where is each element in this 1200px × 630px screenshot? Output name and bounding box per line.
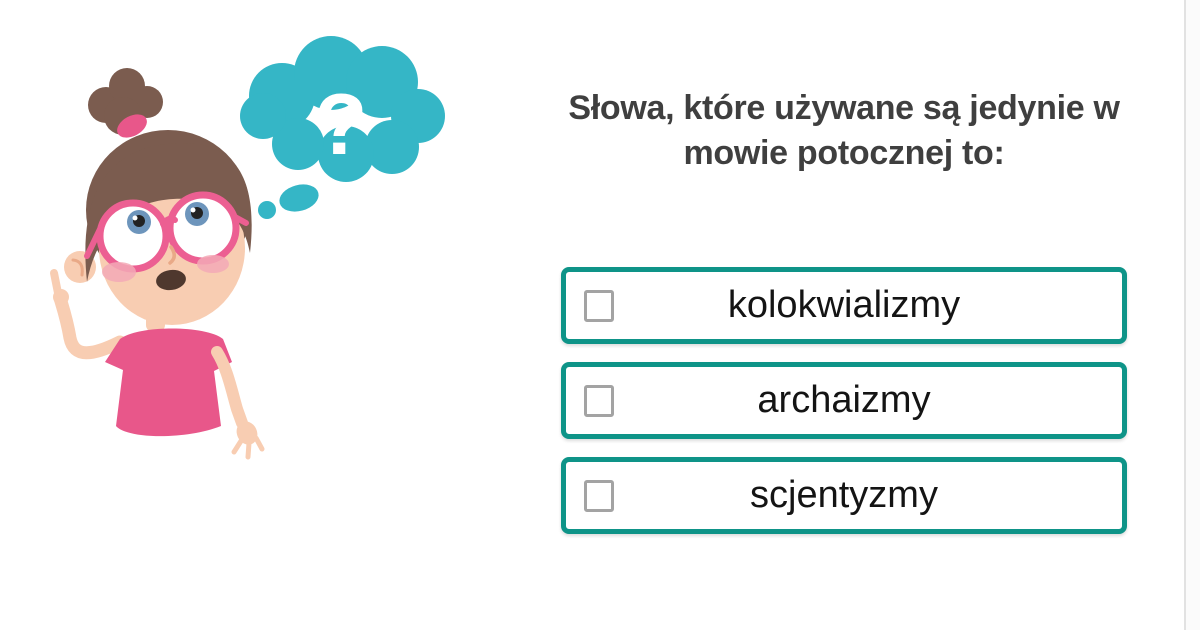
answer-label: archaizmy bbox=[757, 379, 931, 421]
question-text: Słowa, które używane są jedynie w mowie … bbox=[568, 89, 1120, 172]
answer-label: kolokwializmy bbox=[727, 284, 961, 326]
answer-option-archaizmy[interactable]: archaizmy bbox=[561, 362, 1127, 439]
eyes bbox=[102, 197, 234, 267]
lowered-hand bbox=[211, 346, 265, 460]
girl-character bbox=[50, 68, 265, 460]
scrunchie bbox=[117, 114, 147, 138]
shirt bbox=[105, 328, 232, 437]
answer-list: kolokwializmy archaizmy scjentyzmy bbox=[561, 267, 1127, 534]
answer-checkbox[interactable] bbox=[584, 479, 614, 512]
mouth bbox=[156, 269, 186, 291]
answer-checkbox[interactable] bbox=[584, 384, 614, 417]
question-mark-icon: ? bbox=[315, 77, 368, 173]
answer-checkbox[interactable] bbox=[584, 289, 614, 322]
answer-label: scjentyzmy bbox=[750, 474, 938, 516]
answer-option-scjentyzmy[interactable]: scjentyzmy bbox=[561, 457, 1127, 534]
nose bbox=[168, 245, 176, 265]
pointing-hand bbox=[50, 269, 127, 360]
answer-option-kolokwializmy[interactable]: kolokwializmy bbox=[561, 267, 1127, 344]
page-right-margin bbox=[1186, 0, 1200, 630]
thought-bubble-icon: ? bbox=[240, 36, 445, 219]
card-right-border bbox=[1184, 0, 1186, 630]
thinking-girl-illustration: ? bbox=[50, 36, 445, 460]
